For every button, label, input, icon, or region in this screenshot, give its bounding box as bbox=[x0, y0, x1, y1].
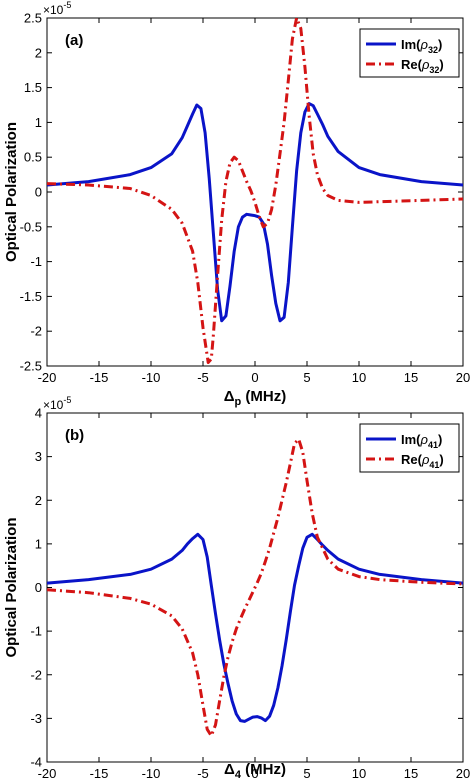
x-tick-label: 20 bbox=[456, 370, 470, 385]
legend-symbol: ρ bbox=[420, 37, 429, 52]
legend: Im(ρ41)Re(ρ41) bbox=[359, 423, 460, 473]
exponent-power: -5 bbox=[63, 395, 71, 405]
legend-prefix: Im( bbox=[401, 37, 421, 52]
y-tick-label: -0.5 bbox=[20, 219, 42, 234]
x-tick-label: -20 bbox=[38, 766, 57, 779]
legend-symbol: ρ bbox=[420, 432, 429, 447]
x-axis-label: Δp (MHz) bbox=[224, 388, 287, 408]
x-tick-label: -5 bbox=[197, 766, 209, 779]
x-tick-label: 5 bbox=[303, 766, 310, 779]
x-tick-label: -15 bbox=[90, 370, 109, 385]
y-tick-label: 2 bbox=[35, 493, 42, 508]
legend-entry: Im(ρ41) bbox=[401, 432, 442, 450]
legend-symbol: ρ bbox=[421, 57, 430, 72]
exponent-base: ×10 bbox=[43, 398, 64, 412]
x-tick-label: 15 bbox=[404, 370, 418, 385]
x-tick-label: 10 bbox=[352, 766, 366, 779]
x-tick-label: -15 bbox=[90, 766, 109, 779]
y-tick-label: 1 bbox=[35, 536, 42, 551]
x-axis-label-subscript: p bbox=[235, 396, 242, 408]
y-tick-label: -3 bbox=[30, 711, 42, 726]
legend-subscript: 32 bbox=[429, 65, 439, 75]
x-tick-label: -20 bbox=[38, 370, 57, 385]
legend-subscript: 32 bbox=[428, 45, 438, 55]
y-tick-label: 2 bbox=[35, 45, 42, 60]
y-axis-label: Optical Polarization bbox=[3, 517, 20, 657]
x-tick-label: 10 bbox=[352, 370, 366, 385]
x-axis-label-symbol: Δ bbox=[224, 761, 235, 778]
x-tick-label: -10 bbox=[142, 370, 161, 385]
exponent-power: -5 bbox=[63, 0, 71, 10]
legend-symbol: ρ bbox=[421, 452, 430, 467]
legend-prefix: Re( bbox=[401, 452, 423, 467]
x-axis-label-symbol: Δ bbox=[224, 388, 235, 405]
legend-prefix: Re( bbox=[401, 57, 423, 72]
panel-label: (a) bbox=[65, 32, 83, 49]
y-tick-label: 1.5 bbox=[24, 80, 42, 95]
legend-subscript: 41 bbox=[428, 440, 438, 450]
x-tick-label: 0 bbox=[251, 370, 258, 385]
legend-entry: Im(ρ32) bbox=[401, 37, 442, 55]
legend-suffix: ) bbox=[439, 452, 443, 467]
x-axis-label-unit: (MHz) bbox=[241, 388, 286, 405]
legend-box bbox=[359, 423, 460, 473]
y-tick-label: -2 bbox=[30, 667, 42, 682]
x-tick-label: 0 bbox=[251, 766, 258, 779]
legend-box bbox=[359, 28, 460, 78]
legend-entry: Re(ρ41) bbox=[401, 452, 444, 470]
x-tick-label: 5 bbox=[303, 370, 310, 385]
exponent-label: ×10-5 bbox=[43, 0, 71, 17]
series-line-im bbox=[47, 102, 463, 323]
legend-prefix: Im( bbox=[401, 432, 421, 447]
y-tick-label: 4 bbox=[35, 406, 42, 421]
y-tick-label: 0 bbox=[35, 580, 42, 595]
chart-panel-a: -20 -15 -10 -5 0 5 10 15 20 -2.5 -2 -1.5 -1 -0.5 0 0.5 1… bbox=[3, 0, 470, 408]
y-tick-label: 2.5 bbox=[24, 11, 42, 26]
y-tick-label: 0 bbox=[35, 185, 42, 200]
y-tick-label: -1 bbox=[30, 624, 42, 639]
series-line-re bbox=[47, 18, 463, 364]
exponent-base: ×10 bbox=[43, 3, 64, 17]
y-tick-label: -2.5 bbox=[20, 359, 42, 374]
legend-suffix: ) bbox=[438, 37, 442, 52]
legend-suffix: ) bbox=[439, 57, 443, 72]
legend-subscript: 41 bbox=[429, 460, 439, 470]
y-tick-label: -4 bbox=[30, 755, 42, 770]
chart-panel-b: -20 -15 -10 -5 0 5 10 15 20-4-3-2-101234×10-5Opt… bbox=[3, 395, 470, 779]
x-tick-label: 20 bbox=[456, 766, 470, 779]
x-axis-label-subscript: 4 bbox=[235, 769, 242, 779]
x-axis-label-unit: (MHz) bbox=[241, 761, 286, 778]
x-tick-label: 15 bbox=[404, 766, 418, 779]
y-tick-label: -1.5 bbox=[20, 289, 42, 304]
y-tick-label: 3 bbox=[35, 449, 42, 464]
panel-label: (b) bbox=[65, 427, 84, 444]
exponent-label: ×10-5 bbox=[43, 395, 71, 412]
x-tick-label: -5 bbox=[197, 370, 209, 385]
legend: Im(ρ32)Re(ρ32) bbox=[359, 28, 460, 78]
x-tick-label: -10 bbox=[142, 766, 161, 779]
x-axis-label: Δ4 (MHz) bbox=[224, 761, 286, 779]
legend-entry: Re(ρ32) bbox=[401, 57, 444, 75]
series-line-re bbox=[47, 437, 463, 738]
y-tick-label: 0.5 bbox=[24, 150, 42, 165]
y-tick-label: -2 bbox=[30, 324, 42, 339]
legend-suffix: ) bbox=[438, 432, 442, 447]
y-tick-label: 1 bbox=[35, 115, 42, 130]
y-axis-label: Optical Polarization bbox=[3, 122, 20, 262]
y-tick-label: -1 bbox=[30, 254, 42, 269]
